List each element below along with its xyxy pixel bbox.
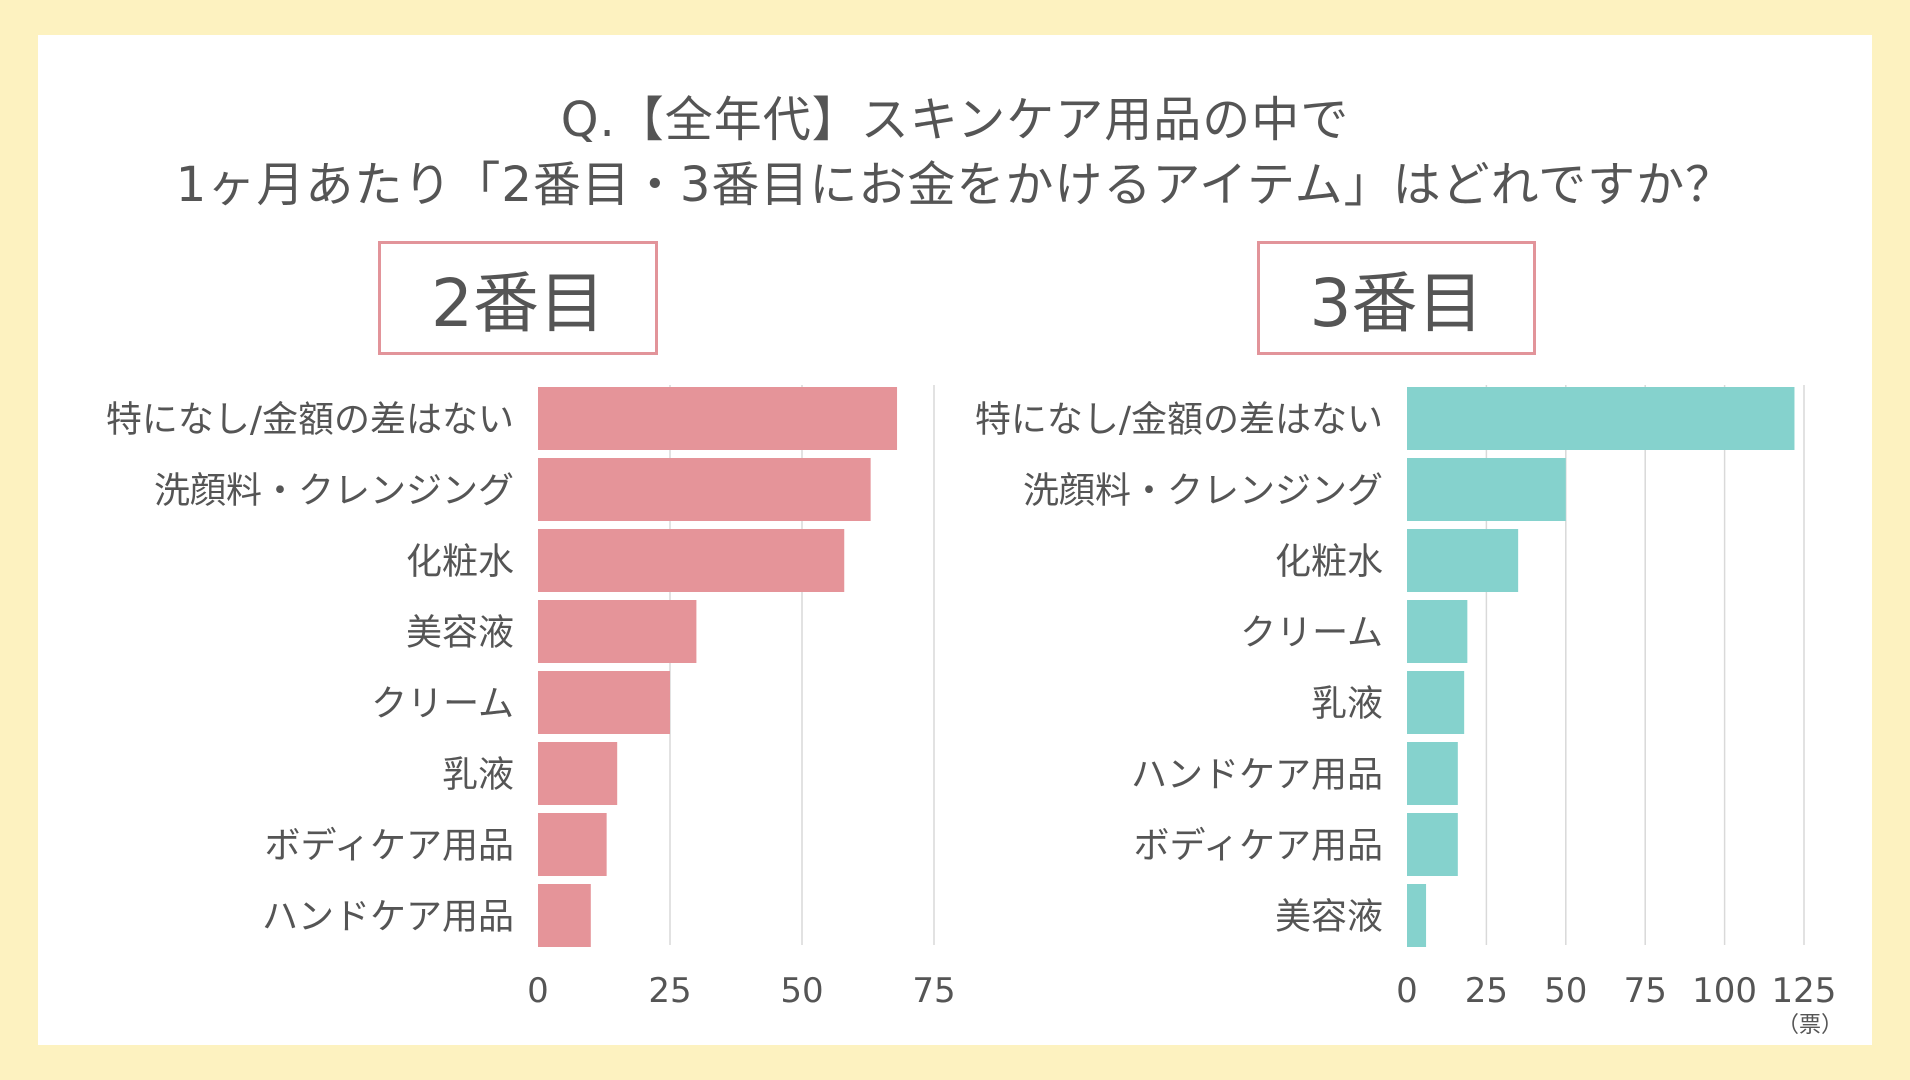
- second-category-label: ボディケア用品: [265, 826, 514, 867]
- third-bar: [1407, 813, 1458, 876]
- third-tick-label: 25: [1465, 971, 1508, 1011]
- second-category-label: 美容液: [406, 613, 514, 654]
- chart-title-line-1: Q.【全年代】スキンケア用品の中で: [560, 92, 1350, 148]
- third-unit-label: （票）: [1777, 1013, 1843, 1038]
- bar-charts: 特になし/金額の差はない洗顔料・クレンジング化粧水美容液クリーム乳液ボディケア用…: [106, 385, 1843, 1038]
- third-bar: [1407, 671, 1465, 734]
- third-category-label: 乳液: [1311, 684, 1383, 725]
- second-bar: [538, 387, 898, 450]
- second-bar: [538, 600, 697, 663]
- second-category-label: 洗顔料・クレンジング: [154, 471, 514, 512]
- third-category-label: 洗顔料・クレンジング: [1023, 471, 1383, 512]
- second-bar: [538, 884, 591, 947]
- second-category-label: クリーム: [371, 684, 514, 725]
- panel-title-third: 3番目: [1257, 241, 1536, 355]
- third-tick-label: 0: [1396, 971, 1418, 1011]
- third-category-label: ボディケア用品: [1134, 826, 1383, 867]
- third-tick-label: 75: [1624, 971, 1667, 1011]
- second-category-label: 特になし/金額の差はない: [106, 400, 514, 441]
- second-bar: [538, 529, 845, 592]
- third-category-label: クリーム: [1240, 613, 1383, 654]
- third-category-label: ハンドケア用品: [1131, 755, 1383, 796]
- third-tick-label: 125: [1772, 971, 1837, 1011]
- chart-title-line-2: 1ヶ月あたり「2番目・3番目にお金をかけるアイテム」はどれですか？: [175, 157, 1735, 213]
- third-bar: [1407, 600, 1468, 663]
- third-bar: [1407, 387, 1795, 450]
- third-bar: [1407, 742, 1458, 805]
- third-tick-label: 100: [1692, 971, 1757, 1011]
- second-tick-label: 75: [912, 971, 955, 1011]
- second-bar: [538, 813, 607, 876]
- second-category-label: ハンドケア用品: [262, 897, 514, 938]
- second-bar: [538, 671, 670, 734]
- third-bar: [1407, 884, 1427, 947]
- third-category-label: 特になし/金額の差はない: [975, 400, 1383, 441]
- third-tick-label: 50: [1544, 971, 1587, 1011]
- third-category-label: 美容液: [1275, 897, 1383, 938]
- second-bar: [538, 458, 871, 521]
- second-tick-label: 25: [648, 971, 691, 1011]
- second-bar: [538, 742, 618, 805]
- second-tick-label: 0: [527, 971, 549, 1011]
- second-category-label: 乳液: [442, 755, 514, 796]
- third-bar: [1407, 458, 1566, 521]
- panel-title-second: 2番目: [378, 241, 658, 355]
- second-tick-label: 50: [780, 971, 823, 1011]
- second-category-label: 化粧水: [406, 542, 514, 583]
- third-category-label: 化粧水: [1275, 542, 1383, 583]
- chart-card: Q.【全年代】スキンケア用品の中で 1ヶ月あたり「2番目・3番目にお金をかけるア…: [38, 35, 1872, 1045]
- third-bar: [1407, 529, 1519, 592]
